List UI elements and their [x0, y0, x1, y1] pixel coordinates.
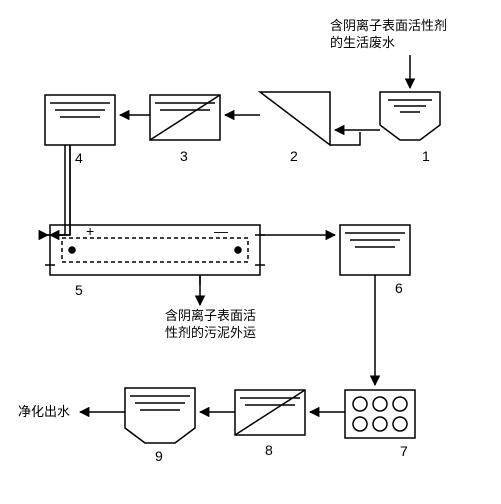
node-4: [45, 95, 115, 145]
num-1: 1: [422, 148, 430, 164]
diagram-svg: + —: [0, 0, 501, 504]
input-label: 含阴离子表面活性剂的生活废水: [330, 18, 447, 52]
output-label: 净化出水: [18, 404, 70, 421]
num-2: 2: [290, 148, 298, 164]
num-4: 4: [75, 150, 83, 166]
num-9: 9: [155, 448, 163, 464]
num-6: 6: [395, 280, 403, 296]
num-3: 3: [180, 148, 188, 164]
sludge-label: 含阴离子表面活性剂的污泥外运: [165, 308, 256, 342]
node-5: [45, 225, 265, 285]
node-6: [340, 225, 410, 275]
node-1: [380, 92, 440, 140]
node-9: [125, 388, 195, 443]
process-flow-diagram: + — 含阴离子表面活性剂的生活废水 含阴离子表面活性剂的污泥外运 净化出水 1…: [0, 0, 501, 504]
input-label-text: 含阴离子表面活性剂的生活废水: [330, 18, 447, 50]
sludge-label-text: 含阴离子表面活性剂的污泥外运: [165, 308, 256, 340]
node-3: [150, 95, 220, 140]
node-7: [345, 390, 415, 438]
num-7: 7: [400, 443, 408, 459]
num-5: 5: [75, 282, 83, 298]
output-label-text: 净化出水: [18, 404, 70, 419]
node-2: [260, 92, 330, 145]
num-8: 8: [265, 442, 273, 458]
node-8: [235, 390, 305, 435]
electrode-minus: —: [214, 223, 228, 239]
electrode-plus: +: [86, 223, 94, 239]
